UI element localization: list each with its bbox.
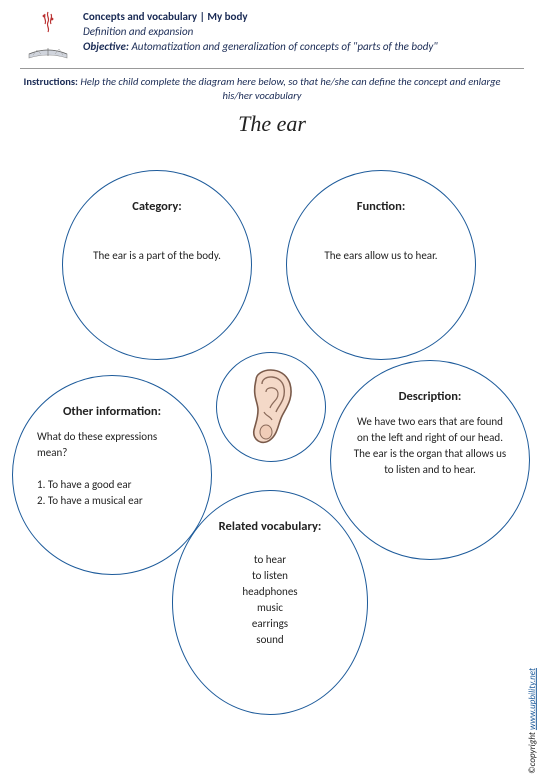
bubble-related-vocabulary: Related vocabulary: to hear to listen he… — [172, 490, 368, 715]
bubble-description-body: We have two ears that are found on the l… — [347, 414, 513, 478]
bubble-function-body: The ears allow us to hear. — [303, 248, 459, 264]
objective-label: Objective: — [83, 40, 129, 53]
header-divider — [20, 68, 524, 69]
page-header: Concepts and vocabulary | My body Defini… — [0, 0, 544, 66]
ear-icon — [236, 362, 306, 452]
bubble-other-info: Other information: What do these express… — [12, 375, 212, 575]
header-subtopic: Definition and expansion — [83, 25, 524, 40]
instructions-label: Instructions: — [24, 75, 81, 88]
copyright-link[interactable]: www.upbility.net — [527, 668, 538, 730]
header-topic: Concepts and vocabulary | My body — [83, 10, 524, 25]
bubble-function-title: Function: — [357, 199, 406, 214]
header-objective: Objective: Automatization and generaliza… — [83, 40, 524, 55]
bubble-function: Function: The ears allow us to hear. — [286, 170, 476, 360]
objective-text: Automatization and generalization of con… — [129, 40, 438, 53]
bubble-related-body: to hear to listen headphones music earri… — [189, 552, 351, 648]
center-circle — [216, 352, 326, 462]
bubble-other-body: What do these expressions mean? 1. To ha… — [29, 429, 195, 509]
instructions: Instructions: Help the child complete th… — [0, 75, 544, 103]
bubble-description: Description: We have two ears that are f… — [330, 360, 530, 560]
concept-diagram: Category: The ear is a part of the body.… — [0, 160, 544, 740]
copyright: ©copyright www.upbility.net — [527, 668, 538, 774]
instructions-text: Help the child complete the diagram here… — [80, 75, 500, 102]
logo-icon — [20, 10, 75, 62]
bubble-related-title: Related vocabulary: — [219, 519, 322, 534]
copyright-prefix: ©copyright — [527, 730, 538, 774]
bubble-description-title: Description: — [399, 389, 462, 404]
bubble-other-title: Other information: — [63, 404, 161, 419]
bubble-category: Category: The ear is a part of the body. — [62, 170, 252, 360]
bubble-category-title: Category: — [132, 199, 182, 214]
header-text: Concepts and vocabulary | My body Defini… — [83, 10, 524, 55]
bubble-category-body: The ear is a part of the body. — [79, 248, 235, 264]
diagram-title: The ear — [0, 111, 544, 137]
